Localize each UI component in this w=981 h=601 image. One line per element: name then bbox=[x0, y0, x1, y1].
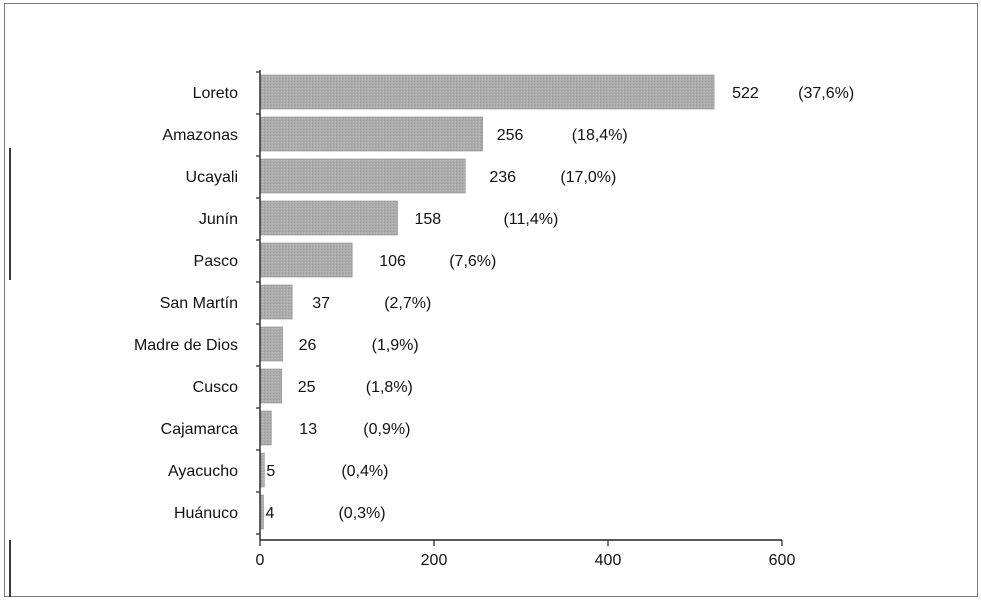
percent-label: (0,3%) bbox=[338, 505, 385, 522]
x-tick-label: 200 bbox=[421, 552, 448, 569]
bar bbox=[259, 74, 715, 110]
percent-label: (0,4%) bbox=[341, 463, 388, 480]
value-label: 37 bbox=[312, 295, 330, 312]
value-label: 256 bbox=[497, 127, 524, 144]
category-label: Cusco bbox=[193, 379, 238, 396]
category-label: San Martín bbox=[160, 295, 238, 312]
value-label: 4 bbox=[265, 505, 274, 522]
percent-label: (17,0%) bbox=[560, 169, 616, 186]
value-label: 236 bbox=[489, 169, 516, 186]
value-label: 522 bbox=[732, 85, 759, 102]
category-label: Huánuco bbox=[174, 505, 238, 522]
x-tick-label: 600 bbox=[769, 552, 796, 569]
category-label: Madre de Dios bbox=[134, 337, 238, 354]
x-tick-label: 0 bbox=[256, 552, 265, 569]
percent-label: (2,7%) bbox=[384, 295, 431, 312]
category-label: Ayacucho bbox=[168, 463, 238, 480]
percent-label: (18,4%) bbox=[572, 127, 628, 144]
category-label: Ucayali bbox=[186, 169, 238, 186]
value-label: 13 bbox=[299, 421, 317, 438]
frame-edge-mark bbox=[9, 540, 11, 597]
frame-edge-mark bbox=[9, 148, 11, 280]
percent-label: (7,6%) bbox=[449, 253, 496, 270]
bar bbox=[259, 326, 283, 362]
x-tick-label: 400 bbox=[595, 552, 622, 569]
percent-label: (11,4%) bbox=[503, 211, 558, 228]
category-label: Pasco bbox=[194, 253, 239, 270]
bar bbox=[259, 410, 272, 446]
category-label: Loreto bbox=[193, 85, 238, 102]
percent-label: (1,8%) bbox=[366, 379, 413, 396]
value-label: 26 bbox=[299, 337, 317, 354]
category-label: Amazonas bbox=[162, 127, 238, 144]
bar bbox=[259, 368, 283, 404]
category-label: Junín bbox=[199, 211, 238, 228]
value-label: 5 bbox=[266, 463, 275, 480]
bar bbox=[259, 242, 353, 278]
bar bbox=[259, 116, 484, 152]
percent-label: (1,9%) bbox=[372, 337, 419, 354]
percent-label: (0,9%) bbox=[363, 421, 410, 438]
bar bbox=[259, 158, 466, 194]
percent-label: (37,6%) bbox=[798, 85, 854, 102]
value-label: 106 bbox=[379, 253, 406, 270]
bar bbox=[259, 200, 398, 236]
bar bbox=[259, 284, 293, 320]
value-label: 158 bbox=[414, 211, 441, 228]
category-label: Cajamarca bbox=[161, 421, 238, 438]
value-label: 25 bbox=[298, 379, 316, 396]
